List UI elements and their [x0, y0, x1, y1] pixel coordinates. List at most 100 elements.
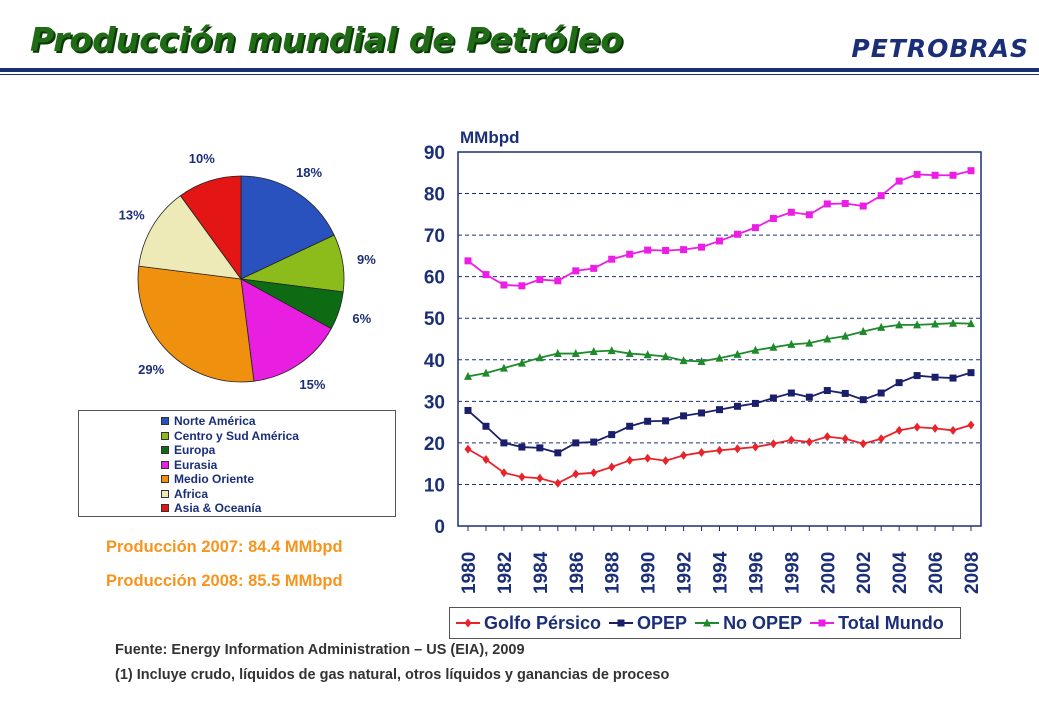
- series-total-mundo-point: [716, 237, 723, 245]
- series-total-mundo-point: [626, 250, 634, 258]
- pie-legend-item: Asia & Oceanía: [161, 501, 395, 516]
- footnote: (1) Incluye crudo, líquidos de gas natur…: [115, 667, 670, 683]
- series-opep-point: [841, 389, 849, 397]
- series-no-opep-point: [697, 356, 706, 365]
- series-golfo-persico-point: [644, 453, 652, 463]
- pie-legend: Norte América Centro y Sud América Europa E…: [78, 410, 396, 517]
- series-no-opep-point: [805, 338, 814, 347]
- series-golfo-persico-point: [572, 469, 580, 479]
- legend-swatch: [161, 460, 169, 469]
- x-tick-label: 1984: [531, 551, 552, 594]
- x-tick-label: 1990: [639, 552, 660, 594]
- source-note: Fuente: Energy Information Administratio…: [115, 642, 525, 658]
- series-opep-point: [482, 422, 490, 430]
- y-tick-label: 10: [424, 475, 445, 496]
- series-opep-point: [805, 393, 813, 401]
- series-opep-point: [464, 406, 472, 414]
- pie-legend-label: Medio Oriente: [174, 472, 255, 487]
- series-golfo-persico-point: [500, 468, 508, 478]
- pie-label-centro-y-sud-america: 9%: [357, 252, 376, 267]
- pie-legend-item: Eurasia: [161, 458, 395, 473]
- pie-slice-eurasia: [240, 278, 332, 382]
- legend-swatch: [161, 417, 169, 426]
- pie-label-norte-america: 18%: [296, 165, 322, 180]
- series-golfo-persico-point: [518, 472, 526, 482]
- line-chart: MMbpd 0 10 20 30 40 50 60 70 80 90 1980 1982 1984 1986…: [424, 128, 983, 594]
- series-no-opep-point: [823, 334, 832, 343]
- line-chart-legend: Golfo Pérsico OPEP No OPEP Total Mundo: [449, 607, 961, 639]
- pie-label-europa: 6%: [352, 311, 371, 326]
- series-no-opep-point: [571, 349, 580, 358]
- series-total-mundo-point: [823, 200, 831, 208]
- pie-slice-africa: [138, 195, 242, 280]
- legend-line-icon: [609, 619, 634, 627]
- series-opep-point: [554, 449, 562, 457]
- series-no-opep-point: [464, 371, 472, 380]
- series-no-opep-point: [499, 363, 508, 372]
- series-total-mundo-point: [536, 276, 544, 284]
- series-no-opep-point: [589, 346, 598, 355]
- x-tick-label: 1988: [603, 552, 624, 594]
- series-no-opep-point: [949, 318, 958, 327]
- y-tick-label: 70: [424, 226, 445, 247]
- series-total-mundo-point: [698, 243, 706, 251]
- legend-label: OPEP: [637, 612, 688, 633]
- pie-legend-label: Centro y Sud América: [174, 428, 299, 443]
- legend-line-icon: [456, 618, 480, 628]
- legend-swatch: [161, 475, 169, 484]
- series-golfo-persico-point: [877, 434, 885, 444]
- y-tick-label: 60: [424, 268, 445, 289]
- legend-marker: [464, 618, 472, 628]
- series-opep-point: [823, 387, 831, 395]
- series-no-opep-point: [733, 349, 742, 358]
- series-total-mundo-point: [554, 277, 562, 285]
- series-golfo-persico-point: [805, 437, 813, 447]
- series-no-opep-point: [751, 345, 760, 354]
- series-opep-point: [769, 394, 777, 402]
- series-no-opep-point: [643, 350, 652, 359]
- x-tick-label: 2000: [818, 552, 839, 594]
- x-tick-label: 1996: [746, 552, 767, 594]
- series-total-mundo-point: [841, 200, 849, 208]
- series-no-opep-point: [553, 349, 562, 358]
- series-opep-point: [590, 438, 598, 446]
- y-tick-label: 30: [424, 392, 445, 413]
- series-golfo-persico-point: [608, 462, 616, 472]
- series-no-opep-point: [841, 331, 850, 340]
- series-total-mundo-point: [769, 214, 777, 222]
- legend-marker: [818, 619, 826, 627]
- series-opep-point: [536, 444, 544, 452]
- legend-swatch: [161, 446, 169, 455]
- legend-line-icon: [695, 618, 720, 627]
- series-total-mundo-point: [644, 246, 652, 254]
- pie-slice-medio-oriente: [137, 265, 255, 383]
- series-total-mundo-point: [500, 281, 508, 289]
- pie-slice-asia-oceania: [179, 175, 242, 281]
- series-total-mundo-point: [913, 170, 921, 178]
- series-golfo-persico-point: [536, 473, 544, 483]
- series-golfo-persico-point: [931, 423, 939, 433]
- series-no-opep-line: [467, 322, 972, 378]
- series-golfo-persico-point: [482, 455, 490, 465]
- series-opep-point: [500, 439, 508, 447]
- x-tick-label: 2006: [926, 552, 947, 594]
- series-golfo-persico-point: [967, 420, 975, 430]
- x-tick-label: 1982: [495, 552, 516, 594]
- series-total-mundo-point: [464, 257, 472, 265]
- series-golfo-persico-point: [895, 425, 903, 435]
- pie-label-medio-oriente: 29%: [138, 362, 164, 377]
- series-total-mundo-point: [895, 177, 903, 185]
- pie-legend-item: Norte América: [161, 414, 395, 429]
- series-golfo-persico-point: [554, 478, 562, 488]
- series-opep-point: [859, 396, 867, 404]
- legend-item-total-mundo: Total Mundo: [810, 613, 944, 634]
- series-total-mundo-point: [751, 224, 759, 232]
- title-divider-thin: [0, 74, 1039, 75]
- series-no-opep-point: [661, 351, 670, 360]
- title-divider: [0, 68, 1039, 72]
- series-golfo-persico-point: [859, 439, 867, 449]
- series-golfo-persico-point: [913, 422, 921, 432]
- pie-legend-item: Africa: [161, 487, 395, 502]
- x-tick-label: 1998: [782, 552, 803, 594]
- y-axis-unit-label: MMbpd: [460, 128, 519, 147]
